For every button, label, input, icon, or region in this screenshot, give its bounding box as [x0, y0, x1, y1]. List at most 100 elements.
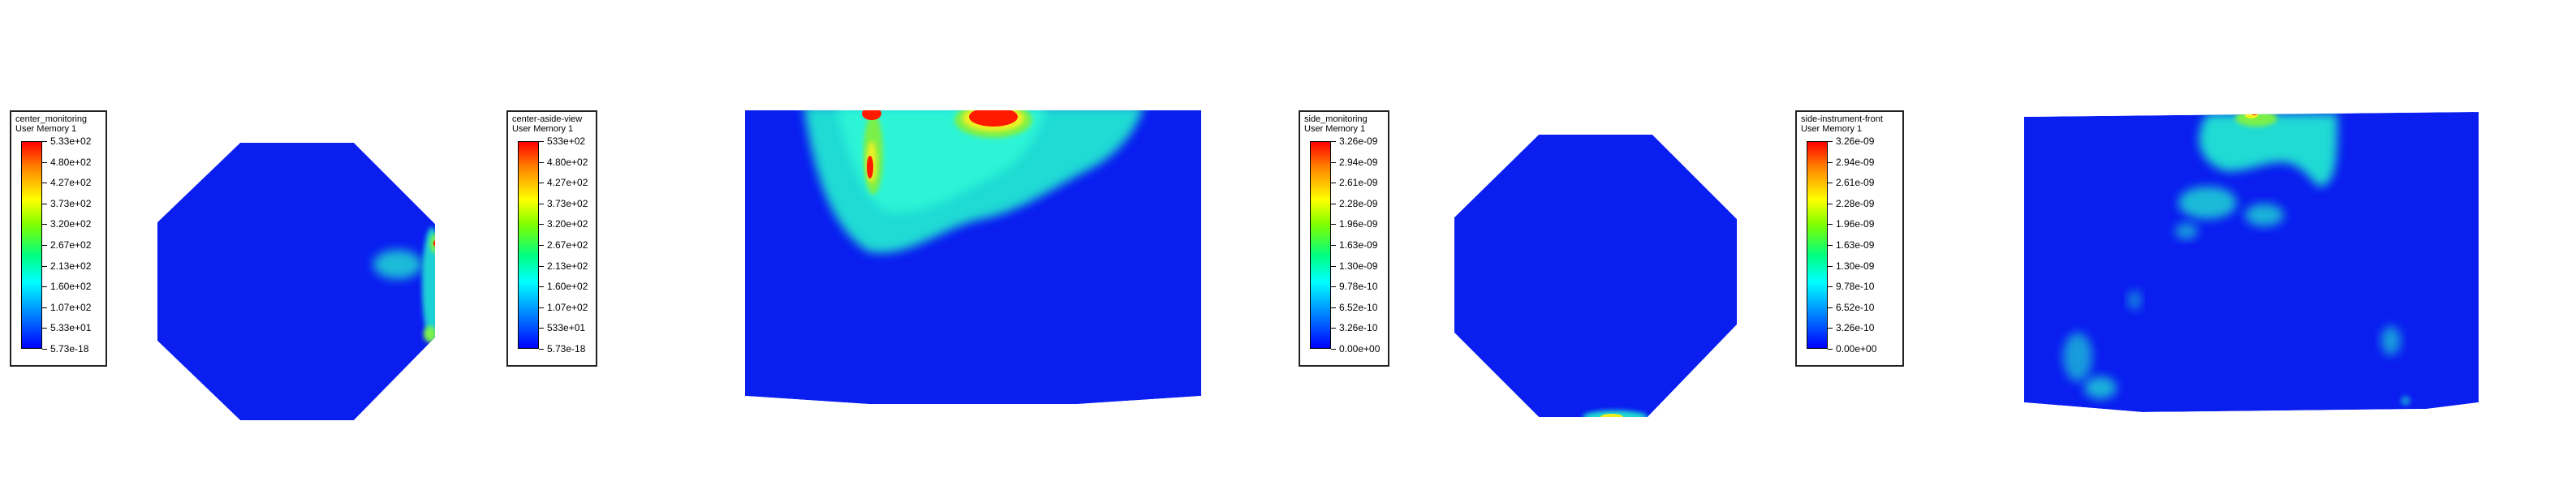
legend-tick-label: 2.67e+02	[547, 239, 588, 251]
legend-tick-label: 3.26e-10	[1836, 322, 1875, 333]
legend-tick-label: 1.63e-09	[1339, 239, 1378, 251]
legend-tick-mark	[1331, 224, 1336, 225]
legend-tick-label: 4.27e+02	[50, 177, 92, 188]
legend-tick-label: 1.30e-09	[1836, 260, 1875, 272]
contour-cyan-wisp-3	[2175, 223, 2198, 239]
legend-tick-mark	[539, 224, 544, 225]
legend-tick-mark	[1331, 245, 1336, 246]
contour-yellow-top	[2245, 112, 2258, 118]
color-scale-bar	[21, 141, 42, 349]
legend-title: center-aside-view	[512, 114, 583, 124]
legend-tick-label: 2.94e-09	[1836, 157, 1875, 168]
legend-tick-label: 4.27e+02	[547, 177, 588, 188]
legend-tick-mark	[1331, 162, 1336, 163]
legend-tick-mark	[1828, 224, 1833, 225]
contour-yellow-bottom	[1600, 414, 1623, 417]
legend-tick-label: 5.33e+02	[50, 135, 92, 147]
legend-tick-label: 0.00e+00	[1836, 343, 1877, 355]
legend-subtitle: User Memory 1	[512, 124, 574, 134]
legend-tick-mark	[1331, 307, 1336, 308]
legend-side-instrument-front: side-instrument-front User Memory 1 3.26…	[1795, 110, 1904, 367]
legend-tick-label: 533e+01	[547, 322, 586, 333]
contour-cyan-wisp-1	[2178, 187, 2237, 219]
contour-green-top	[2235, 112, 2277, 127]
contour-cyan-bottom-right	[2401, 396, 2410, 406]
legend-tick-label: 1.96e-09	[1836, 218, 1875, 230]
legend-tick-mark	[1828, 328, 1833, 329]
legend-tick-label: 1.96e-09	[1339, 218, 1378, 230]
legend-tick-mark	[1331, 266, 1336, 267]
legend-side-monitoring: side_monitoring User Memory 1 3.26e-09 2.…	[1299, 110, 1389, 367]
contour-side-monitoring	[1454, 135, 1737, 417]
contour-cyan-blob	[373, 250, 422, 279]
legend-tick-mark	[1828, 307, 1833, 308]
contour-green-edge	[430, 234, 435, 253]
contour-side-instrument-front	[2024, 112, 2479, 412]
legend-tick-mark	[1331, 286, 1336, 287]
legend-tick-label: 5.73e-18	[547, 343, 586, 355]
legend-tick-label: 4.80e+02	[50, 157, 92, 168]
legend-tick-mark	[42, 162, 47, 163]
legend-tick-label: 3.20e+02	[50, 218, 92, 230]
contour-cyan-lower-left-3	[2128, 290, 2141, 310]
legend-tick-label: 1.60e+02	[547, 281, 588, 292]
legend-center-monitoring: center_monitoring User Memory 1 5.33e+02…	[10, 110, 107, 367]
legend-title: center_monitoring	[15, 114, 88, 124]
legend-subtitle: User Memory 1	[15, 124, 77, 134]
contour-cyan-lower-left-2	[2084, 376, 2117, 399]
legend-tick-mark	[1828, 266, 1833, 267]
legend-tick-mark	[42, 141, 47, 142]
legend-tick-label: 1.30e-09	[1339, 260, 1378, 272]
legend-tick-mark	[539, 286, 544, 287]
color-scale-bar	[1807, 141, 1828, 349]
legend-tick-mark	[1828, 245, 1833, 246]
legend-tick-label: 5.73e-18	[50, 343, 89, 355]
contour-domain	[1454, 135, 1737, 417]
legend-tick-label: 9.78e-10	[1836, 281, 1875, 292]
legend-tick-mark	[1828, 141, 1833, 142]
legend-tick-mark	[42, 307, 47, 308]
contour-red-spot	[433, 240, 435, 247]
legend-tick-mark	[42, 286, 47, 287]
legend-center-aside-view: center-aside-view User Memory 1 533e+02 4…	[506, 110, 597, 367]
contour-red-top-left	[862, 110, 881, 120]
legend-tick-label: 2.94e-09	[1339, 157, 1378, 168]
legend-tick-label: 1.63e-09	[1836, 239, 1875, 251]
legend-tick-label: 3.26e-10	[1339, 322, 1378, 333]
legend-tick-mark	[1828, 162, 1833, 163]
legend-tick-mark	[42, 328, 47, 329]
legend-title: side_monitoring	[1304, 114, 1368, 124]
legend-tick-mark	[1828, 286, 1833, 287]
legend-tick-mark	[42, 266, 47, 267]
legend-tick-label: 3.26e-09	[1339, 135, 1378, 147]
legend-tick-mark	[539, 245, 544, 246]
legend-tick-mark	[539, 349, 544, 350]
contour-cyan-lower-left-1	[2063, 333, 2092, 381]
legend-tick-label: 3.73e+02	[50, 198, 92, 209]
legend-tick-mark	[1331, 349, 1336, 350]
contour-cyan-wisp-2	[2245, 204, 2284, 226]
legend-tick-label: 533e+02	[547, 135, 586, 147]
contour-center-monitoring	[157, 143, 435, 420]
legend-tick-mark	[42, 224, 47, 225]
color-scale-bar	[1310, 141, 1331, 349]
legend-tick-label: 3.20e+02	[547, 218, 588, 230]
legend-tick-label: 1.60e+02	[50, 281, 92, 292]
legend-tick-label: 1.07e+02	[547, 302, 588, 313]
legend-tick-mark	[539, 162, 544, 163]
legend-tick-mark	[539, 266, 544, 267]
legend-title: side-instrument-front	[1801, 114, 1883, 124]
legend-tick-label: 2.13e+02	[547, 260, 588, 272]
contour-cyan-bottom	[1583, 410, 1648, 417]
legend-tick-label: 3.26e-09	[1836, 135, 1875, 147]
contour-red-streak	[867, 156, 873, 178]
contour-cyan-plume	[2199, 114, 2337, 187]
contour-center-aside-view	[745, 110, 1201, 404]
contour-domain	[2024, 112, 2479, 412]
legend-tick-mark	[42, 349, 47, 350]
legend-tick-label: 5.33e+01	[50, 322, 92, 333]
contour-red-hot-zone	[969, 110, 1018, 127]
legend-tick-label: 2.28e-09	[1339, 198, 1378, 209]
legend-tick-label: 2.28e-09	[1836, 198, 1875, 209]
